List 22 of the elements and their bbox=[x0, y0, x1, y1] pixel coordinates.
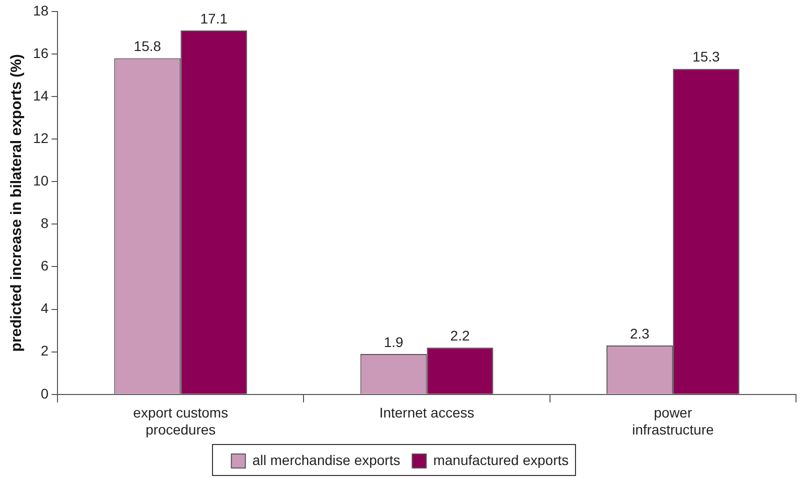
y-tick-label: 4 bbox=[40, 300, 49, 316]
y-tick-label: 14 bbox=[32, 87, 49, 104]
x-tick-label: export customs procedures bbox=[133, 404, 228, 438]
y-tick-label: 6 bbox=[40, 258, 49, 274]
data-label: 17.1 bbox=[200, 10, 228, 26]
y-tick-label: 16 bbox=[32, 44, 49, 61]
y-tick-label: 0 bbox=[40, 385, 49, 402]
legend-label: all merchandise exports bbox=[252, 452, 400, 468]
y-axis-title: predicted increase in bilateral exports (%) bbox=[8, 54, 26, 352]
data-label: 15.8 bbox=[134, 38, 162, 54]
data-label: 1.9 bbox=[384, 334, 404, 350]
y-tick-label: 12 bbox=[32, 130, 49, 146]
y-tick-label: 10 bbox=[32, 172, 49, 188]
y-tick-label: 18 bbox=[32, 2, 49, 18]
data-label: 15.3 bbox=[692, 48, 720, 65]
data-label: 2.3 bbox=[630, 325, 650, 342]
x-tick-label: Internet access bbox=[379, 404, 474, 421]
data-label: 2.2 bbox=[450, 327, 470, 344]
y-tick-label: 2 bbox=[40, 342, 49, 359]
x-tick-label: power infrastructure bbox=[632, 404, 714, 438]
y-tick-label: 8 bbox=[40, 215, 49, 232]
legend-label: manufactured exports bbox=[433, 452, 569, 468]
